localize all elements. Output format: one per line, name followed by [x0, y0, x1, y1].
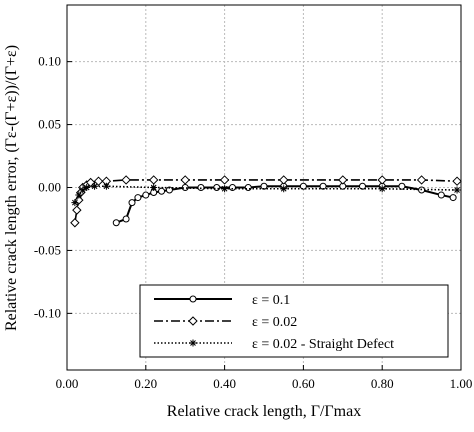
- marker: [228, 184, 236, 191]
- marker: [122, 215, 130, 223]
- marker: [112, 219, 120, 227]
- legend-marker: [189, 339, 197, 347]
- marker: [75, 191, 83, 199]
- marker: [377, 175, 387, 185]
- marker: [79, 186, 87, 194]
- marker: [134, 194, 142, 202]
- marker: [128, 199, 136, 207]
- y-axis-label: Relative crack length error, (Γε-(Γ+ε))/…: [3, 45, 20, 331]
- legend-label: ε = 0.02: [252, 315, 297, 330]
- marker: [299, 182, 307, 190]
- x-tick-label: 0.00: [56, 376, 79, 391]
- legend-label: ε = 0.1: [252, 293, 290, 308]
- marker: [219, 175, 230, 185]
- marker: [148, 175, 159, 185]
- marker: [452, 176, 462, 186]
- marker: [244, 184, 252, 191]
- y-tick-label: 0.10: [38, 54, 61, 69]
- y-tick-label: 0.00: [38, 180, 61, 195]
- y-tick-label: 0.05: [38, 117, 61, 132]
- marker: [150, 184, 158, 191]
- marker: [72, 205, 82, 215]
- marker: [378, 185, 386, 193]
- marker: [70, 218, 80, 228]
- marker: [213, 184, 221, 191]
- marker: [142, 191, 150, 199]
- marker: [91, 182, 99, 190]
- legend-marker: [189, 295, 197, 303]
- x-tick-label: 0.40: [213, 376, 236, 391]
- x-tick-label: 0.80: [371, 376, 394, 391]
- plot-frame: [66, 4, 462, 371]
- legend-label: ε = 0.02 - Straight Defect: [252, 337, 394, 352]
- marker: [197, 184, 205, 191]
- x-tick-label: 0.20: [134, 376, 157, 391]
- marker: [278, 175, 289, 185]
- legend-marker: [188, 316, 198, 326]
- marker: [83, 184, 91, 191]
- marker: [437, 191, 445, 199]
- y-tick-label: -0.10: [34, 305, 61, 320]
- marker: [93, 176, 104, 186]
- marker: [280, 185, 288, 193]
- x-tick-label: 1.00: [450, 376, 473, 391]
- marker: [359, 182, 366, 190]
- y-tick-label: -0.05: [34, 242, 61, 257]
- marker: [102, 182, 110, 190]
- marker: [180, 175, 190, 185]
- x-tick-label: 0.60: [292, 376, 315, 391]
- marker: [121, 175, 131, 185]
- marker: [453, 186, 461, 194]
- x-axis-label: Relative crack length, Γ/Γmax: [167, 403, 361, 420]
- marker: [71, 199, 79, 207]
- marker: [85, 177, 96, 188]
- marker: [338, 175, 348, 185]
- marker: [158, 187, 166, 195]
- marker: [416, 175, 427, 185]
- marker: [449, 194, 457, 202]
- marker: [221, 185, 229, 193]
- marker: [398, 182, 406, 190]
